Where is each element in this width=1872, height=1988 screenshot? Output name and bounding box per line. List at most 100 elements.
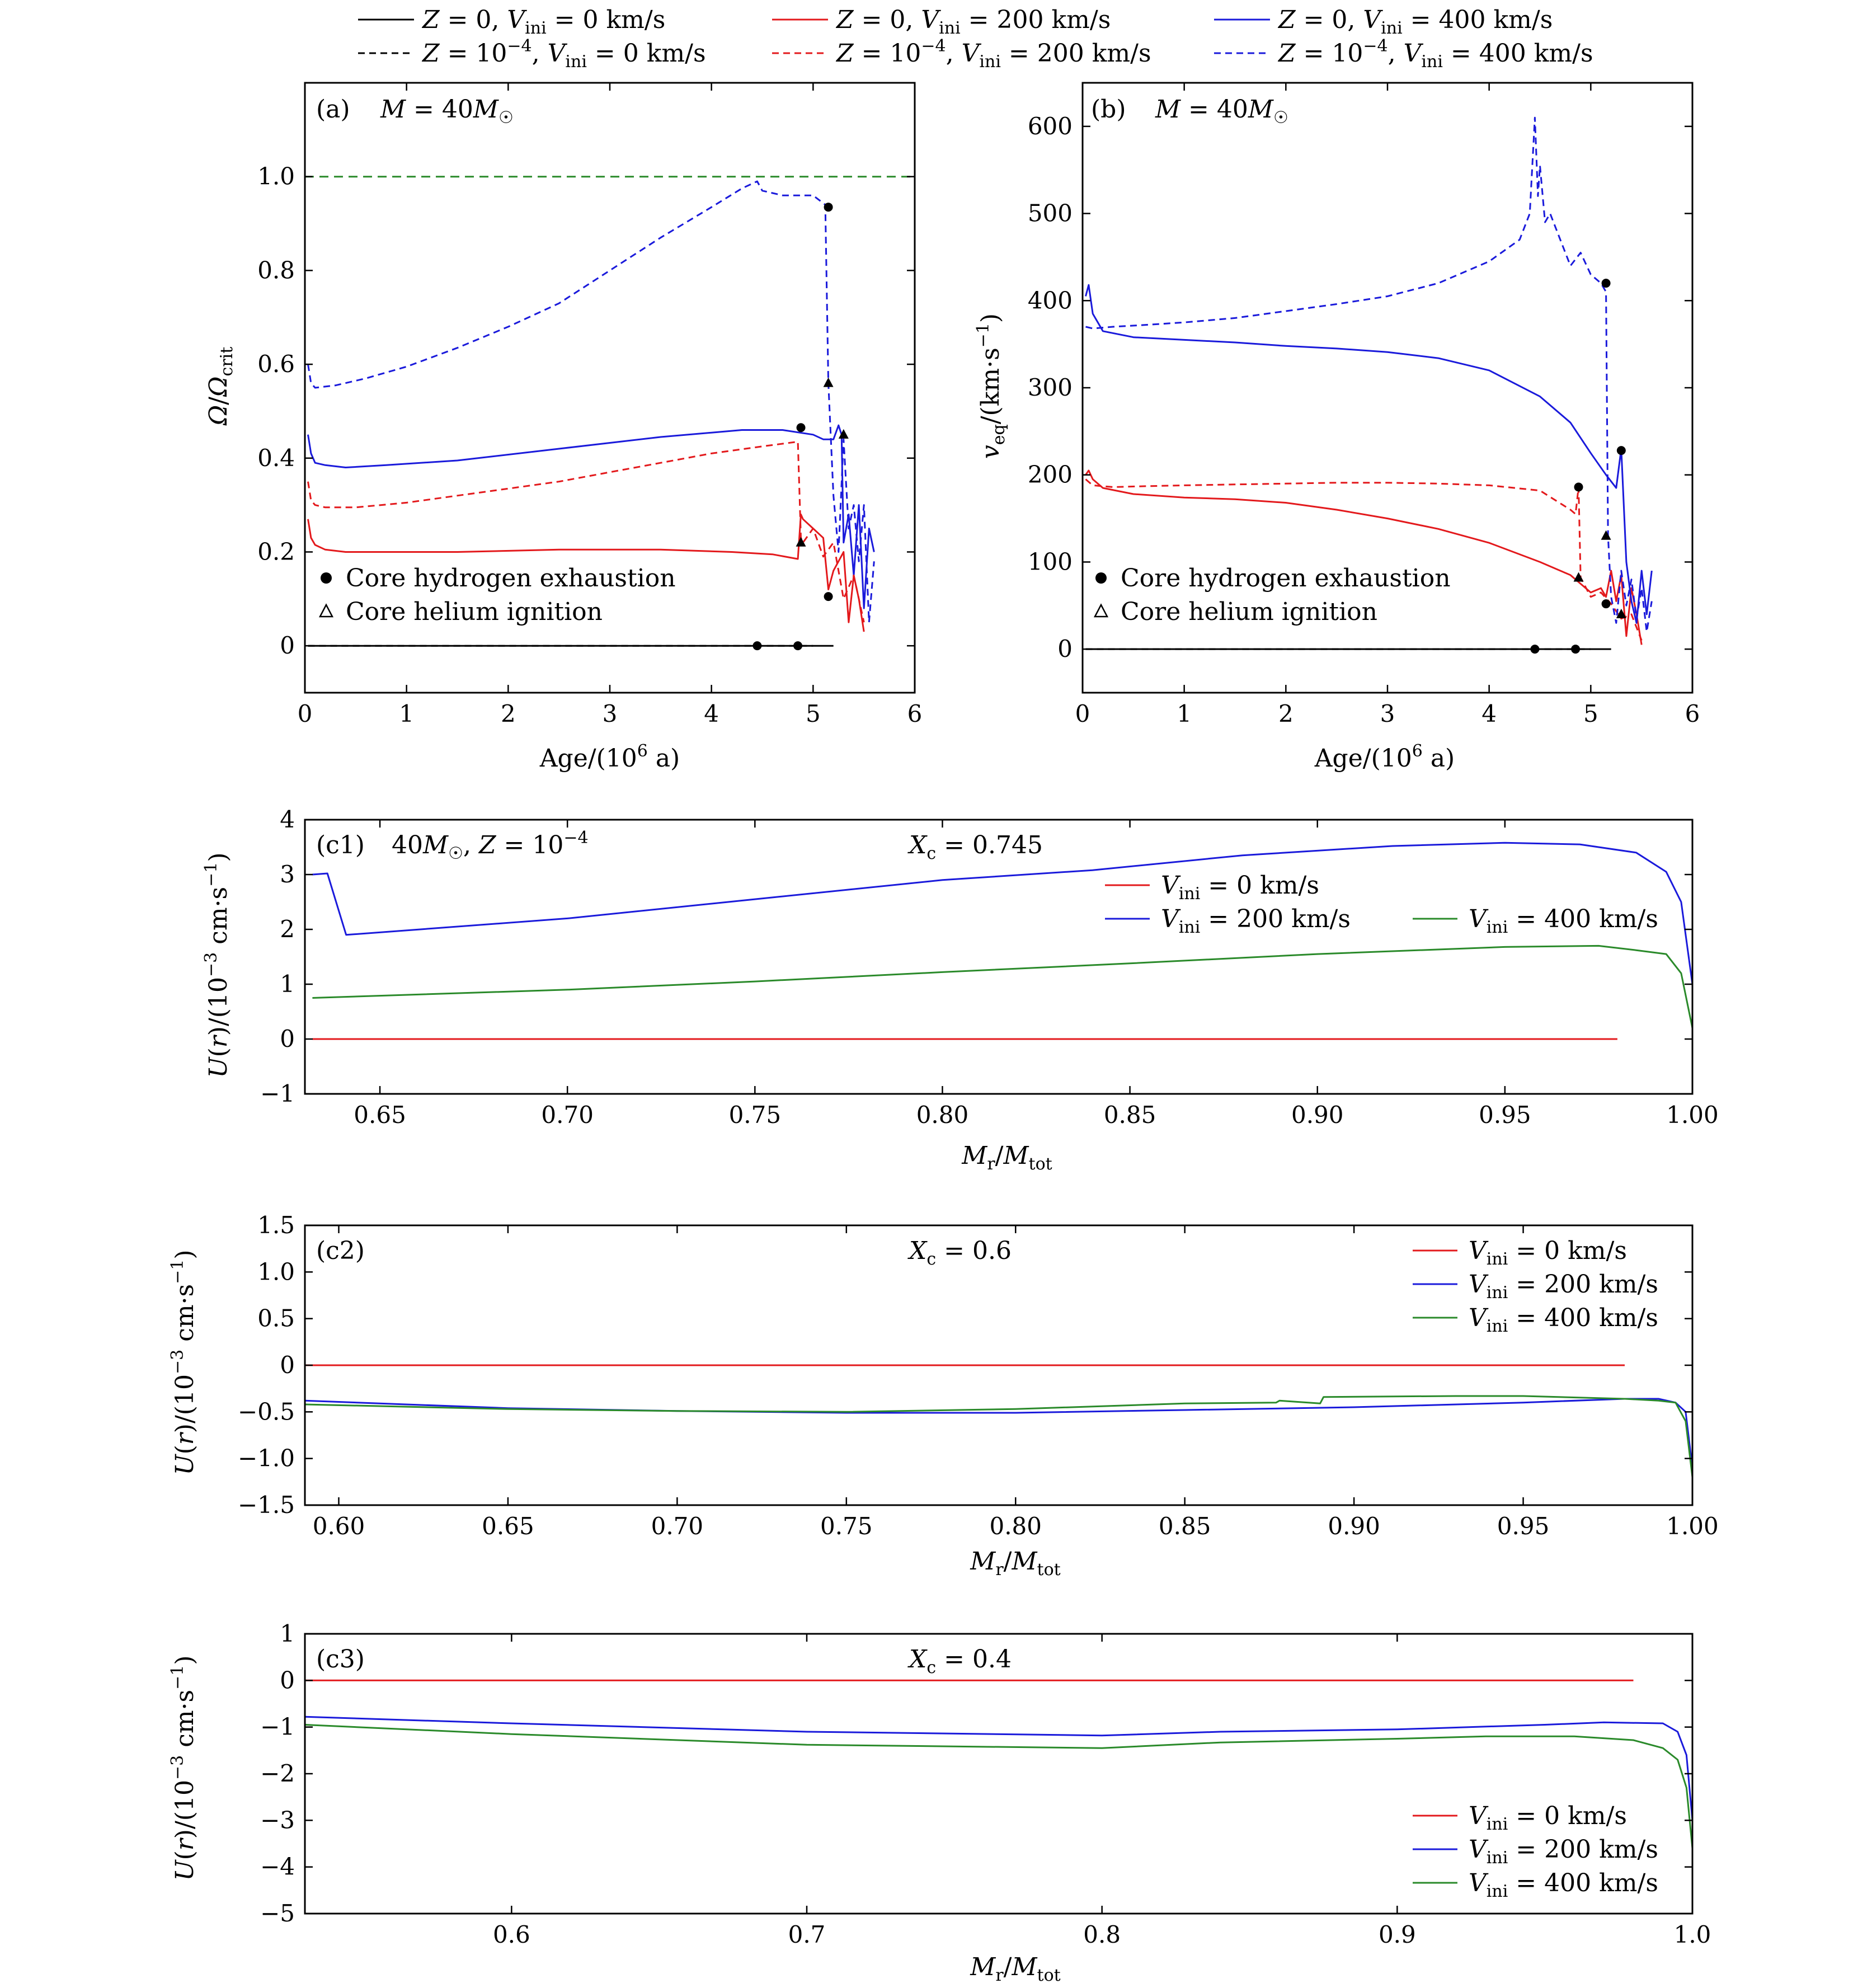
- ytick-label-c2-5: 1.0: [257, 1258, 295, 1285]
- panel-c2-ylabel: U(r)/(10−3 cm·s−1): [168, 1249, 199, 1475]
- ytick-label-c3-4: −1: [260, 1713, 295, 1741]
- panel-c2-xlabel: Mr/Mtot: [970, 1547, 1060, 1580]
- c1-legend-v0: Vini = 0 km/s: [1161, 871, 1319, 904]
- ytick-label-c2-4: 0.5: [257, 1305, 295, 1332]
- panel-b-label: (b): [1091, 95, 1126, 124]
- panel-b: 0 1 2 3 4 5 6 0 100 200 300 400 500 600: [1028, 82, 1700, 727]
- ytick-label-a-1: 0.2: [257, 538, 295, 565]
- ytick-label-c3-0: −5: [260, 1900, 295, 1927]
- xtick-label-b-6: 6: [1685, 700, 1700, 727]
- xtick-label-c1-6: 0.95: [1479, 1101, 1531, 1129]
- xtick-label-c3-1: 0.7: [788, 1921, 826, 1948]
- marker-circle-b-1: [1571, 645, 1581, 654]
- panel-c3-label: (c3): [316, 1645, 365, 1674]
- xtick-label-c2-4: 0.80: [989, 1512, 1042, 1540]
- plot-area-c2: [305, 1364, 1692, 1478]
- xtick-label-b-5: 5: [1583, 700, 1598, 727]
- c3-legend-v200: Vini = 200 km/s: [1469, 1835, 1658, 1868]
- ytick-label-c1-1: 0: [280, 1025, 295, 1052]
- xtick-label-c2-7: 0.95: [1497, 1512, 1550, 1540]
- legend-label-z4-v200: Z = 10−4, Vini = 200 km/s: [835, 36, 1151, 72]
- legend-label-z0-v0: Z = 0, Vini = 0 km/s: [421, 6, 665, 38]
- ytick-label-c1-3: 2: [280, 915, 295, 943]
- ytick-label-c3-6: 1: [280, 1620, 295, 1647]
- c3-legend-v400: Vini = 400 km/s: [1469, 1869, 1658, 1901]
- xtick-label-c1-0: 0.65: [354, 1101, 406, 1129]
- ytick-label-b-1: 100: [1028, 548, 1073, 575]
- ytick-label-c1-2: 1: [280, 970, 295, 998]
- ytick-label-c3-5: 0: [280, 1666, 295, 1694]
- xtick-label-c3-0: 0.6: [493, 1921, 530, 1948]
- panel-c1-annotation: Xc = 0.745: [907, 831, 1043, 863]
- ytick-label-c3-3: −2: [260, 1760, 295, 1787]
- axes-frame-c1: [304, 819, 1694, 1095]
- legend-circle-marker: [321, 572, 332, 584]
- marker-triangle-a-3: [796, 537, 806, 547]
- ytick-label-a-5: 1.0: [257, 163, 295, 190]
- legend-label-z0-v400: Z = 0, Vini = 400 km/s: [1277, 6, 1553, 38]
- xtick-label-c3-3: 0.9: [1379, 1921, 1416, 1948]
- ytick-label-c2-6: 1.5: [257, 1211, 295, 1239]
- xtick-label-a-0: 0: [298, 700, 313, 727]
- ytick-label-c3-2: −3: [260, 1806, 295, 1834]
- series-line-c3-2: [305, 1724, 1692, 1849]
- marker-circle-b-6: [1601, 599, 1611, 609]
- ytick-label-c2-3: 0: [280, 1351, 295, 1379]
- ytick-label-b-3: 300: [1028, 374, 1073, 401]
- panel-b-title: M = 40M☉: [1155, 95, 1288, 128]
- series-line-b-2: [1085, 284, 1653, 624]
- marker-triangle-a-7: [838, 429, 849, 439]
- xtick-label-a-1: 1: [399, 700, 414, 727]
- panel-b-ylabel: veq/(km·s−1): [973, 313, 1009, 459]
- panel-b-labels: (b) M = 40M☉ Age/(106 a) veq/(km·s−1) Co…: [973, 95, 1455, 773]
- marker-circle-b-4: [1601, 279, 1611, 288]
- xtick-label-c2-5: 0.85: [1159, 1512, 1211, 1540]
- xtick-label-c2-6: 0.90: [1328, 1512, 1380, 1540]
- xtick-label-a-6: 6: [907, 700, 923, 727]
- ytick-label-b-5: 500: [1028, 200, 1073, 227]
- marker-circle-a-1: [793, 641, 803, 651]
- panel-c2-labels: (c2) Xc = 0.6 Vini = 0 km/s Vini = 200 k…: [168, 1237, 1658, 1580]
- panel-c1-xlabel: Mr/Mtot: [961, 1141, 1052, 1174]
- ytick-label-a-2: 0.4: [257, 444, 295, 472]
- c2-legend-v0: Vini = 0 km/s: [1469, 1237, 1627, 1269]
- panel-a: 0 1 2 3 4 5 6 0 0.2 0.4 0.6 0.8 1.0: [257, 82, 923, 727]
- panel-c2-label: (c2): [316, 1237, 365, 1265]
- legend-core-he-b: Core helium ignition: [1121, 598, 1377, 626]
- marker-triangle-b-3: [1573, 572, 1584, 582]
- legend-core-h-b: Core hydrogen exhaustion: [1121, 564, 1451, 593]
- c1-legend-v400: Vini = 400 km/s: [1469, 905, 1658, 937]
- panel-a-label: (a): [316, 95, 350, 124]
- xtick-label-c3-4: 1.0: [1674, 1921, 1711, 1948]
- c1-legend-v200: Vini = 200 km/s: [1161, 905, 1351, 937]
- legend-label-z4-v400: Z = 10−4, Vini = 400 km/s: [1277, 36, 1593, 72]
- ytick-label-a-3: 0.6: [257, 350, 295, 378]
- series-line-c1-2: [312, 944, 1692, 1028]
- series-line-c1-1: [312, 842, 1692, 985]
- marker-circle-a-0: [752, 641, 762, 651]
- xtick-label-a-4: 4: [704, 700, 719, 727]
- panel-c1-label: (c1): [316, 831, 365, 859]
- legend-label-z4-v0: Z = 10−4, Vini = 0 km/s: [421, 36, 706, 72]
- ytick-label-c1-0: −1: [260, 1080, 295, 1107]
- xtick-label-b-0: 0: [1075, 700, 1090, 727]
- figure-legend: Z = 0, Vini = 0 km/s Z = 0, Vini = 200 k…: [358, 6, 1593, 72]
- ytick-label-c2-2: −0.5: [238, 1398, 295, 1425]
- marker-circle-a-2: [796, 423, 806, 433]
- panel-b-xlabel: Age/(106 a): [1314, 741, 1455, 773]
- panel-a-xlabel: Age/(106 a): [539, 741, 680, 773]
- legend-label-z0-v200: Z = 0, Vini = 200 km/s: [835, 6, 1111, 38]
- ytick-label-c1-5: 4: [280, 806, 295, 833]
- plot-area-b: [1085, 116, 1653, 654]
- plot-area-a: [305, 176, 915, 651]
- xtick-label-c2-3: 0.75: [820, 1512, 873, 1540]
- c2-legend-v400: Vini = 400 km/s: [1469, 1304, 1658, 1336]
- xtick-label-c1-2: 0.75: [729, 1101, 782, 1129]
- xtick-label-a-3: 3: [603, 700, 618, 727]
- panel-c3-ylabel: U(r)/(10−3 cm·s−1): [168, 1655, 199, 1881]
- c2-legend-v200: Vini = 200 km/s: [1469, 1270, 1658, 1303]
- xtick-label-c2-2: 0.70: [651, 1512, 704, 1540]
- xtick-label-c2-8: 1.00: [1666, 1512, 1719, 1540]
- ytick-label-a-4: 0.8: [257, 256, 295, 284]
